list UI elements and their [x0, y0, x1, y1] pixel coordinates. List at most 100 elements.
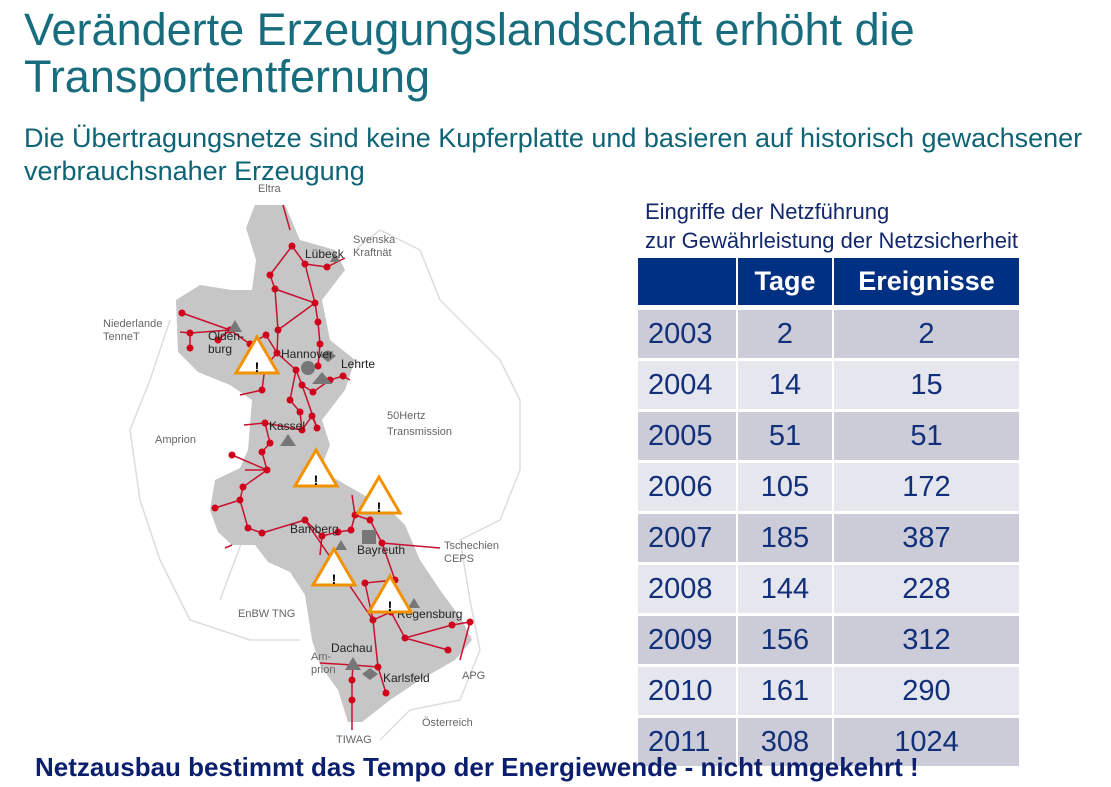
operator-label: Am- prion — [311, 651, 336, 676]
city-label: Kassel — [269, 419, 306, 433]
plant-icon — [408, 598, 420, 608]
transmission-line — [317, 343, 321, 367]
substation-node — [308, 412, 316, 420]
substation-node — [292, 366, 300, 374]
substation-node — [348, 676, 356, 684]
city-label: Lehrte — [341, 357, 376, 371]
table-caption: Eingriffe der Netzführung zur Gewährleis… — [645, 197, 1018, 255]
substation-node — [318, 532, 326, 540]
substation-node — [444, 646, 452, 654]
cell-year: 2008 — [638, 565, 736, 616]
export-arrow — [282, 204, 291, 231]
table-row: 2007 185 387 — [638, 514, 1019, 565]
transmission-line — [304, 263, 328, 268]
transmission-line — [381, 542, 396, 581]
cell-ereignisse: 15 — [834, 361, 1019, 412]
transmission-line — [390, 611, 406, 639]
cell-tage: 185 — [738, 514, 832, 565]
substation-node — [314, 362, 322, 370]
column-header-tage: Tage — [738, 258, 832, 310]
substation-node — [296, 408, 304, 416]
table-row: 2004 14 15 — [638, 361, 1019, 412]
table-row: 2009 156 312 — [638, 616, 1019, 667]
substation-node — [236, 496, 244, 504]
plant-icon — [362, 668, 378, 680]
substation-node — [466, 618, 474, 626]
substation-node — [314, 318, 322, 326]
substation-node — [298, 426, 306, 434]
substation-node — [361, 579, 369, 587]
plant-icon — [345, 657, 361, 670]
plant-icon — [330, 253, 340, 262]
substation-node — [348, 696, 356, 704]
city-label: Hannover — [281, 347, 334, 361]
plant-icon — [335, 540, 347, 550]
substation-node — [448, 621, 456, 629]
substation-node — [382, 689, 390, 697]
substation-node — [186, 344, 194, 352]
substation-node — [366, 516, 374, 524]
substation-node — [286, 396, 294, 404]
substation-node — [311, 299, 319, 307]
city-label: Regensburg — [397, 607, 463, 621]
substation-node — [309, 388, 317, 396]
export-arrow — [224, 544, 233, 549]
substation-node — [228, 451, 236, 459]
cell-ereignisse: 2 — [834, 310, 1019, 361]
transmission-line — [304, 519, 323, 537]
city-label: Bamberg — [290, 522, 339, 536]
column-header-ereignisse: Ereignisse — [834, 258, 1019, 310]
substation-node — [288, 242, 296, 250]
cell-ereignisse: 1024 — [834, 718, 1019, 769]
table-row: 2008 144 228 — [638, 565, 1019, 616]
cell-year: 2009 — [638, 616, 736, 667]
transmission-line — [364, 582, 374, 621]
city-label: Bayreuth — [357, 543, 406, 557]
slide-footer: Netzausbau bestimmt das Tempo der Energi… — [35, 752, 919, 782]
warning-symbol: ! — [388, 598, 393, 614]
plant-icon — [280, 434, 296, 446]
export-arrow — [243, 422, 266, 426]
warning-icon: ! — [310, 546, 358, 588]
warning-symbol: ! — [255, 359, 260, 375]
plant-icon — [301, 361, 315, 375]
transmission-line — [274, 288, 279, 331]
substation-node — [266, 271, 274, 279]
transmission-line — [377, 666, 387, 694]
warning-symbol: ! — [377, 499, 382, 515]
cell-tage: 2 — [738, 310, 832, 361]
substation-node — [178, 309, 186, 317]
transmission-line — [317, 321, 321, 345]
substation-node — [262, 331, 270, 339]
operator-label: Eltra — [258, 183, 281, 195]
cell-ereignisse: 387 — [834, 514, 1019, 565]
cell-ereignisse: 312 — [834, 616, 1019, 667]
substation-node — [339, 372, 347, 380]
transmission-line — [242, 469, 268, 488]
substation-node — [401, 634, 409, 642]
operator-label: 50Hertz Transmission — [387, 410, 452, 438]
transmission-line — [276, 352, 297, 371]
export-arrow — [239, 389, 263, 396]
cell-tage: 156 — [738, 616, 832, 667]
cell-tage: 51 — [738, 412, 832, 463]
cell-year: 2004 — [638, 361, 736, 412]
cell-ereignisse: 51 — [834, 412, 1019, 463]
substation-node — [261, 419, 269, 427]
cell-year: 2011 — [638, 718, 736, 769]
export-arrow — [459, 621, 471, 661]
export-arrow — [381, 542, 441, 549]
table-row: 2005 51 51 — [638, 412, 1019, 463]
substation-node — [244, 524, 252, 532]
substation-node — [273, 349, 281, 357]
transmission-line — [289, 369, 297, 401]
city-label: Dachau — [331, 641, 373, 655]
substation-node — [347, 526, 355, 534]
cell-ereignisse: 290 — [834, 667, 1019, 718]
slide-subtitle: Die Übertragungsnetze sind keine Kupferp… — [24, 123, 1083, 186]
table-row: 2003 2 2 — [638, 310, 1019, 361]
warning-icon: ! — [366, 573, 414, 615]
substation-node — [378, 539, 386, 547]
transmission-line — [261, 519, 306, 534]
city-label: Olden- burg — [208, 329, 245, 356]
